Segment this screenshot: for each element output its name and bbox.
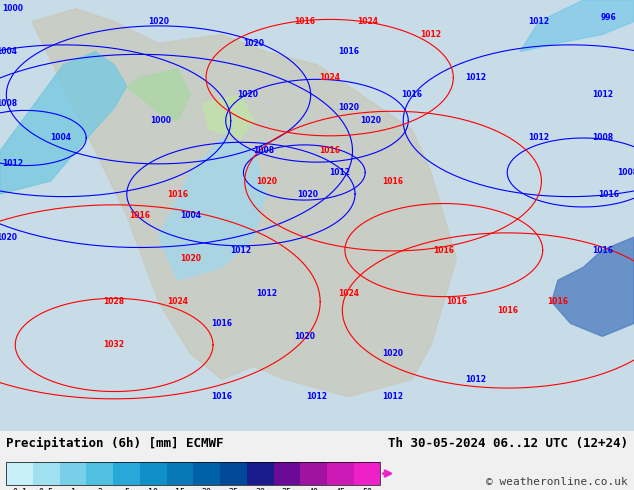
Text: 1016: 1016 (294, 17, 315, 26)
Text: 1008: 1008 (0, 99, 17, 108)
Text: 0.5: 0.5 (39, 488, 54, 490)
Text: 45: 45 (335, 488, 346, 490)
Text: 1020: 1020 (0, 233, 17, 242)
Text: 1012: 1012 (2, 159, 23, 169)
Bar (273, 462, 301, 485)
Text: 15: 15 (175, 488, 185, 490)
Text: 1016: 1016 (547, 297, 569, 306)
Bar (60, 462, 86, 485)
Bar (193, 462, 220, 485)
Text: 1020: 1020 (359, 116, 381, 125)
Text: 1008: 1008 (617, 168, 634, 177)
Text: 35: 35 (282, 488, 292, 490)
Bar (86, 462, 113, 485)
Text: 1012: 1012 (592, 90, 613, 99)
Polygon shape (0, 52, 127, 194)
Text: 1016: 1016 (598, 190, 619, 198)
Text: 1024: 1024 (167, 297, 188, 306)
Polygon shape (32, 9, 456, 397)
Text: 1004: 1004 (50, 133, 72, 143)
Text: 1012: 1012 (329, 168, 351, 177)
Bar (140, 462, 167, 485)
Text: 1016: 1016 (592, 245, 613, 255)
Text: 1020: 1020 (256, 176, 277, 186)
Bar (6, 462, 33, 485)
Text: 1024: 1024 (319, 73, 340, 82)
Text: 1012: 1012 (306, 392, 328, 401)
Text: 1016: 1016 (211, 392, 233, 401)
Polygon shape (158, 138, 266, 280)
Text: 1028: 1028 (103, 297, 125, 306)
Text: 1016: 1016 (319, 147, 340, 155)
Text: 1020: 1020 (243, 39, 264, 48)
Text: 40: 40 (309, 488, 319, 490)
Bar (167, 462, 193, 485)
Text: 2: 2 (98, 488, 102, 490)
Text: 1016: 1016 (446, 297, 467, 306)
Text: 30: 30 (255, 488, 265, 490)
Bar (33, 462, 60, 485)
Bar (354, 462, 380, 485)
Text: 1016: 1016 (382, 176, 404, 186)
Polygon shape (203, 95, 254, 138)
Text: 25: 25 (228, 488, 238, 490)
Text: 10: 10 (148, 488, 158, 490)
Text: 1016: 1016 (433, 245, 455, 255)
Bar (247, 462, 273, 485)
Text: 1020: 1020 (338, 103, 359, 112)
Text: Precipitation (6h) [mm] ECMWF: Precipitation (6h) [mm] ECMWF (6, 437, 224, 450)
Text: 1016: 1016 (167, 190, 188, 198)
Text: 1012: 1012 (256, 289, 277, 298)
Text: 1004: 1004 (0, 47, 17, 56)
Text: 1008: 1008 (253, 147, 275, 155)
Text: 1000: 1000 (150, 116, 172, 125)
Bar (301, 462, 327, 485)
Text: © weatheronline.co.uk: © weatheronline.co.uk (486, 477, 628, 487)
Text: 5: 5 (124, 488, 129, 490)
Text: 1020: 1020 (382, 349, 404, 358)
Polygon shape (127, 69, 190, 121)
Text: 1012: 1012 (465, 375, 486, 384)
Bar (113, 462, 140, 485)
Text: 1008: 1008 (592, 133, 613, 143)
Text: 1024: 1024 (357, 17, 378, 26)
Text: 0.1: 0.1 (12, 488, 27, 490)
Bar (6, 462, 380, 485)
Text: Th 30-05-2024 06..12 UTC (12+24): Th 30-05-2024 06..12 UTC (12+24) (387, 437, 628, 450)
Text: 1032: 1032 (103, 341, 125, 349)
Text: 20: 20 (202, 488, 212, 490)
Text: 1020: 1020 (297, 190, 318, 198)
Text: 1016: 1016 (401, 90, 423, 99)
Text: 1012: 1012 (528, 17, 550, 26)
Text: 1020: 1020 (179, 254, 201, 263)
Text: 1000: 1000 (2, 4, 23, 13)
Text: 1016: 1016 (211, 319, 233, 328)
Text: 1012: 1012 (465, 73, 486, 82)
Text: 1004: 1004 (179, 211, 201, 220)
Text: 1024: 1024 (338, 289, 359, 298)
Text: 1012: 1012 (420, 30, 442, 39)
Text: 50: 50 (362, 488, 372, 490)
Text: 1016: 1016 (129, 211, 150, 220)
Polygon shape (520, 0, 634, 52)
Text: 1020: 1020 (294, 332, 315, 341)
Text: 1020: 1020 (236, 90, 258, 99)
Text: 1016: 1016 (496, 306, 518, 315)
Text: 1012: 1012 (382, 392, 404, 401)
Polygon shape (552, 237, 634, 336)
Bar (327, 462, 354, 485)
Text: 1: 1 (70, 488, 75, 490)
Text: 1016: 1016 (338, 47, 359, 56)
Text: 1020: 1020 (148, 17, 169, 26)
Text: 996: 996 (601, 13, 616, 22)
Bar (220, 462, 247, 485)
Text: 1012: 1012 (230, 245, 252, 255)
Text: 1012: 1012 (528, 133, 550, 143)
